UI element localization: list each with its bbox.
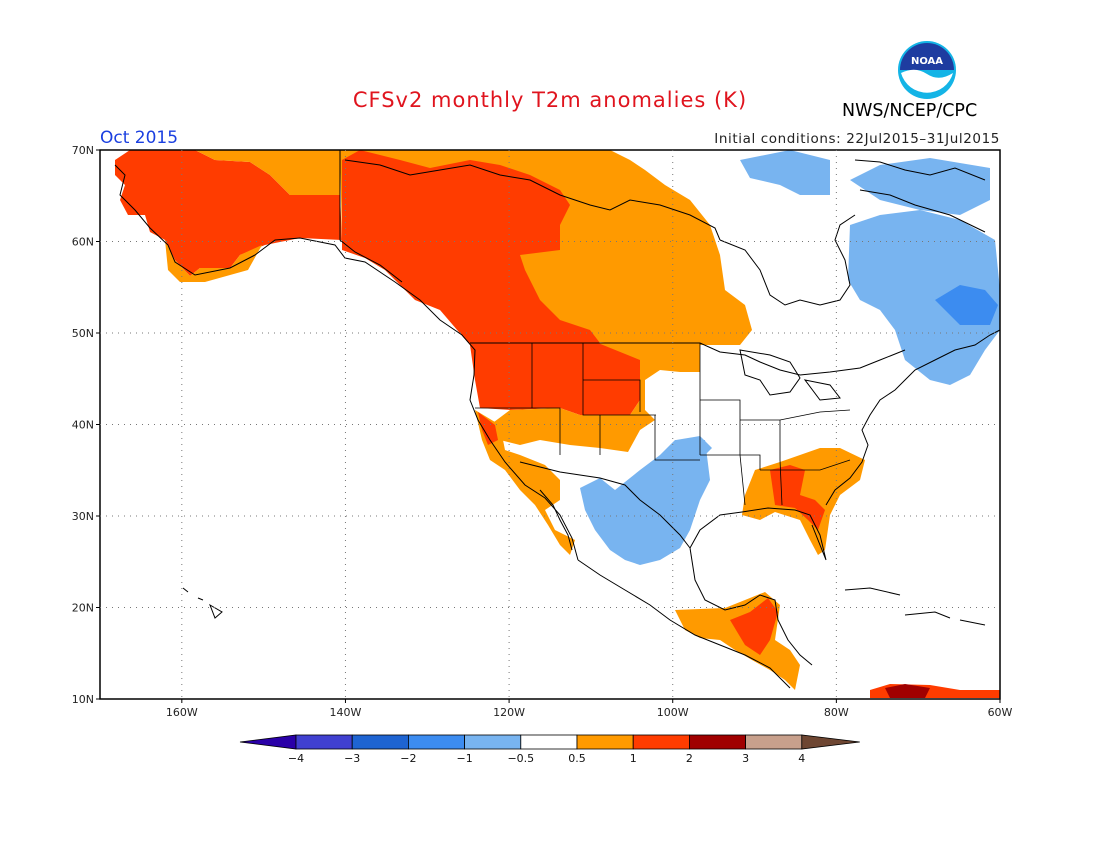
anomaly-arctic-blue (740, 150, 830, 195)
noaa-logo: NOAA (898, 41, 956, 99)
lat-label: 40N (72, 419, 94, 432)
lon-label: 160W (166, 706, 198, 719)
lon-label: 140W (330, 706, 362, 719)
colorbar-extend-right (801, 734, 860, 750)
lon-label: 60W (988, 706, 1013, 719)
ticks (96, 149, 1001, 703)
logo-text: NOAA (911, 56, 943, 67)
lat-label: 20N (72, 602, 94, 615)
colorbar-label: −2 (400, 752, 416, 765)
colorbar-segment (295, 734, 353, 750)
coast-atlantic (825, 329, 1001, 506)
colorbar-segment (745, 734, 803, 750)
coastlines (114, 150, 1001, 689)
coast-baja (539, 489, 573, 551)
colorbar-label: −0.5 (507, 752, 534, 765)
colorbar-segment (632, 734, 690, 750)
colorbar-label: −3 (344, 752, 360, 765)
anomaly-central-america-red (730, 598, 778, 655)
border-alaska-canada (339, 150, 403, 283)
lat-label: 70N (72, 144, 94, 157)
anomaly-alaska-south-orange (165, 240, 262, 282)
colorbar-label: 3 (742, 752, 749, 765)
anomaly-ca-red (478, 412, 498, 445)
anomaly-alaska (115, 150, 342, 276)
lon-label: 80W (824, 706, 849, 719)
logo-top (900, 43, 954, 70)
anomaly-southeast-red (770, 465, 825, 530)
coast-gulf (689, 507, 827, 666)
colorbar: −4 −3 −2 −1 −0.5 0.5 1 2 3 4 (239, 734, 860, 765)
colorbar-label: −4 (288, 752, 304, 765)
anomaly-labrador-blue (935, 285, 998, 325)
colorbar-label: 2 (686, 752, 693, 765)
coast-alaska (114, 164, 579, 561)
coast-hudson (719, 214, 856, 306)
greenland-coast (854, 159, 986, 233)
logo-gull (901, 69, 953, 93)
colorbar-label: 0.5 (568, 752, 586, 765)
coast-mexico-west (577, 559, 791, 689)
colorbar-segment (464, 734, 522, 750)
lat-label: 10N (72, 693, 94, 706)
lat-label: 50N (72, 327, 94, 340)
colorbar-segment (689, 734, 747, 750)
chart-title: CFSv2 monthly T2m anomalies (K) (352, 88, 748, 112)
agency-label: NWS/NCEP/CPC (842, 101, 978, 121)
anomaly-plains-orange (490, 343, 700, 452)
colorbar-label: 1 (630, 752, 637, 765)
anomaly-plains-blue (676, 436, 712, 460)
anomaly-california (475, 410, 575, 555)
anomaly-southwest-blue (580, 440, 710, 565)
colorbar-label: 4 (798, 752, 805, 765)
lat-label: 60N (72, 236, 94, 249)
anomaly-baffin-blue (850, 158, 990, 215)
anomaly-west-red (342, 150, 640, 415)
lat-labels: 70N 60N 50N 40N 30N 20N 10N (72, 144, 94, 706)
anomaly-caribbean-dark (885, 684, 930, 698)
anomaly-canada-orange (195, 150, 340, 195)
map-frame: 70N 60N 50N 40N 30N 20N 10N 160W 140W 120W 100W 80… (72, 144, 1013, 719)
colorbar-extend-left (239, 734, 297, 750)
colorbar-label: −1 (456, 752, 472, 765)
caribbean-islands (844, 587, 986, 626)
lon-label: 100W (657, 706, 689, 719)
great-lakes (739, 349, 841, 401)
hawaii (182, 587, 223, 619)
forecast-month: Oct 2015 (100, 128, 179, 148)
colorbar-segment (576, 734, 634, 750)
coast-arctic (344, 159, 721, 241)
lon-labels: 160W 140W 120W 100W 80W 60W (166, 706, 1013, 719)
anomaly-fills (115, 150, 1000, 698)
gridlines (100, 150, 1000, 699)
anomaly-east-canada-blue (848, 210, 1000, 385)
lon-label: 120W (493, 706, 525, 719)
border-us-mexico (519, 461, 691, 549)
lat-label: 30N (72, 510, 94, 523)
border-canada-us (470, 342, 906, 376)
states-lines (475, 343, 851, 506)
initial-conditions: Initial conditions: 22Jul2015–31Jul2015 (714, 131, 1000, 147)
colorbar-segment (351, 734, 409, 750)
colorbar-segment (520, 734, 578, 750)
colorbar-segment (407, 734, 465, 750)
